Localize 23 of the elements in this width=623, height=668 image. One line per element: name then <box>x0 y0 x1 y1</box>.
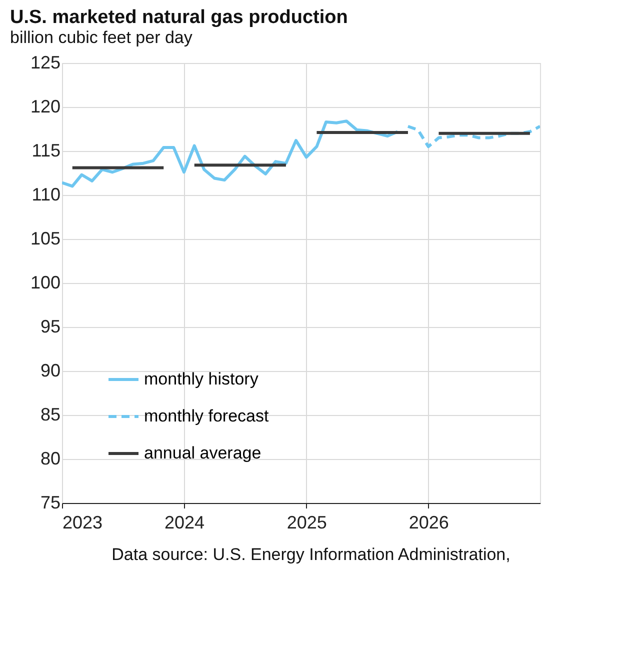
y-tick-label: 125 <box>30 52 60 72</box>
legend-label: monthly forecast <box>144 406 269 426</box>
y-tick-label: 85 <box>40 404 60 424</box>
line-series <box>406 124 540 148</box>
y-tick-label: 105 <box>30 228 60 248</box>
x-tick-label: 2026 <box>408 512 449 532</box>
y-tick-label: 75 <box>40 492 60 512</box>
y-tick-label: 95 <box>40 316 60 336</box>
y-tick-label: 80 <box>40 448 60 468</box>
chart-subtitle: billion cubic feet per day <box>10 28 193 47</box>
x-tick-label: 2023 <box>62 512 103 532</box>
legend-label: annual average <box>144 444 262 462</box>
y-tick-label: 115 <box>32 140 60 160</box>
source-note: Data source: U.S. Energy Information Administration, <box>112 545 510 564</box>
legend-label: monthly history <box>144 370 259 388</box>
y-tick-label: 110 <box>32 184 60 204</box>
chart-title: U.S. marketed natural gas production <box>10 7 348 28</box>
line-series <box>62 120 400 188</box>
x-tick-label: 2024 <box>164 512 205 532</box>
y-tick-label: 100 <box>30 272 60 292</box>
x-tick-label: 2025 <box>286 512 327 532</box>
y-tick-label: 90 <box>40 360 60 380</box>
y-tick-label: 120 <box>30 96 60 116</box>
